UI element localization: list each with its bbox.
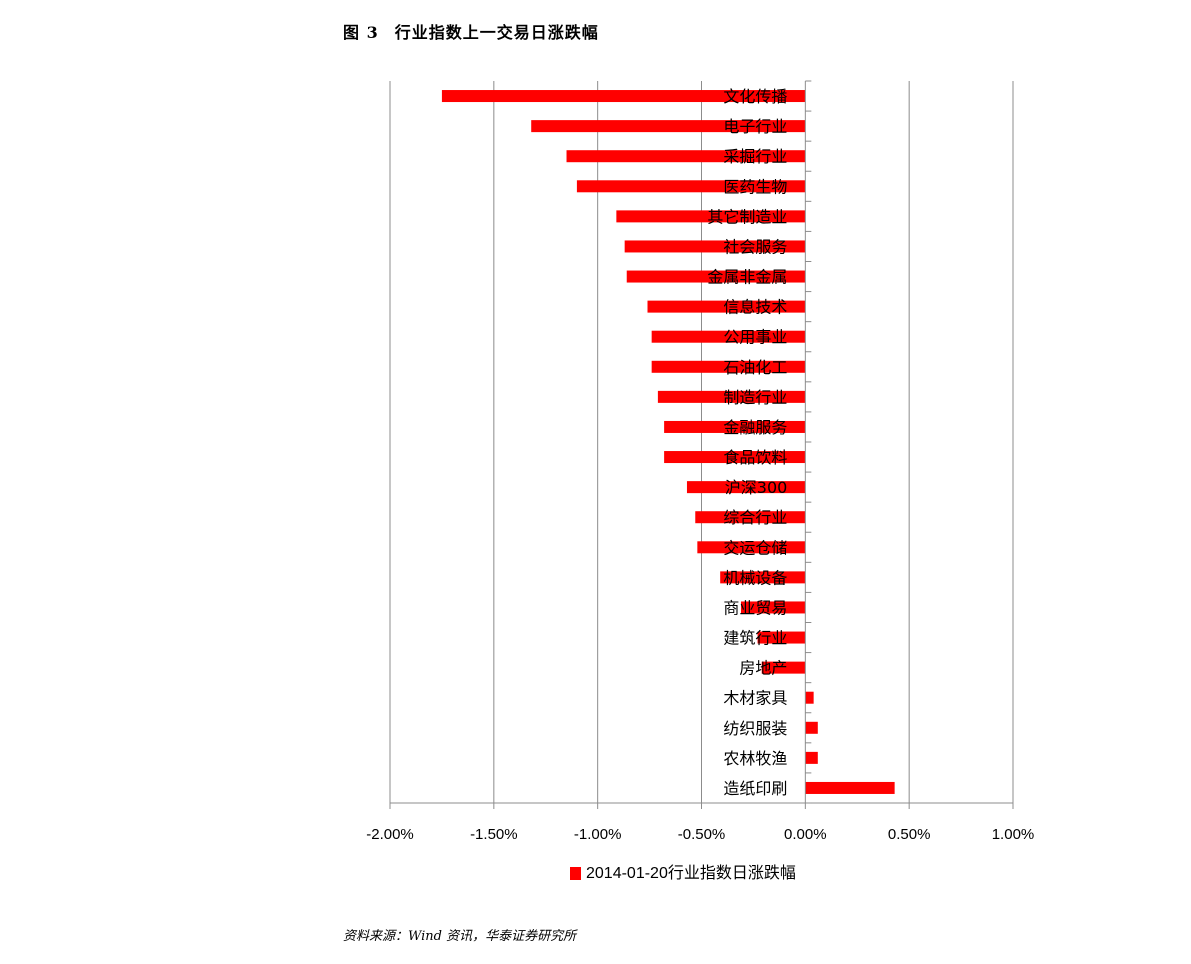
category-label: 公用事业	[723, 328, 787, 347]
bar	[757, 631, 806, 644]
figure-label: 图 3	[343, 23, 379, 42]
bar	[441, 90, 806, 103]
bar	[805, 691, 814, 704]
category-label: 农林牧渔	[723, 749, 787, 768]
bar	[626, 270, 806, 283]
bar	[761, 661, 806, 674]
category-label: 采掘行业	[723, 147, 787, 166]
category-label: 房地产	[739, 659, 787, 678]
x-tick-label: 1.00%	[992, 826, 1035, 843]
category-label: 医药生物	[723, 177, 787, 196]
x-tick-label: 0.00%	[784, 826, 827, 843]
figure-title: 图 3 行业指数上一交易日涨跌幅	[343, 19, 599, 43]
category-label: 造纸印刷	[723, 779, 787, 798]
bar	[651, 360, 806, 373]
category-label: 社会服务	[723, 237, 787, 256]
bar	[657, 390, 806, 403]
bar	[805, 781, 895, 794]
category-label: 木材家具	[723, 689, 787, 708]
bar	[720, 571, 806, 584]
figure-title-text: 行业指数上一交易日涨跌幅	[394, 23, 599, 42]
bar	[805, 751, 818, 764]
bar	[616, 210, 806, 223]
x-tick-label: 0.50%	[888, 826, 931, 843]
category-label: 食品饮料	[723, 448, 787, 467]
bar	[624, 240, 806, 253]
x-tick-label: -2.00%	[366, 826, 414, 843]
category-label: 商业贸易	[723, 598, 787, 617]
bar	[531, 120, 806, 133]
legend-label: 2014-01-20行业指数日涨跌幅	[586, 864, 796, 882]
category-label: 信息技术	[723, 298, 787, 317]
bar	[697, 541, 806, 554]
bar	[576, 180, 806, 193]
bar	[686, 481, 806, 494]
source-note: 资料来源：Wind 资讯，华泰证券研究所	[343, 929, 577, 944]
category-label: 交运仓储	[723, 538, 787, 557]
bar	[647, 300, 806, 313]
category-label: 建筑行业	[723, 629, 787, 648]
x-tick-label: -1.00%	[574, 826, 622, 843]
category-label: 金属非金属	[707, 268, 787, 287]
category-label: 石油化工	[723, 358, 787, 377]
x-tick-label: -1.50%	[470, 826, 518, 843]
bar	[566, 150, 806, 163]
category-label: 纺织服装	[723, 719, 787, 738]
category-label: 机械设备	[723, 568, 787, 587]
legend-swatch	[570, 867, 581, 880]
bar	[664, 420, 806, 433]
category-label: 文化传播	[723, 87, 787, 106]
category-label: 金融服务	[723, 418, 787, 437]
bar	[695, 511, 806, 524]
category-label: 制造行业	[723, 388, 787, 407]
category-label: 电子行业	[723, 117, 787, 136]
bar	[805, 721, 818, 734]
bar	[651, 330, 806, 343]
category-label: 沪深300	[725, 478, 788, 497]
bar	[740, 601, 806, 614]
category-label: 其它制造业	[707, 207, 787, 226]
bar	[664, 451, 806, 464]
category-label: 综合行业	[723, 508, 787, 527]
x-tick-label: -0.50%	[678, 826, 726, 843]
